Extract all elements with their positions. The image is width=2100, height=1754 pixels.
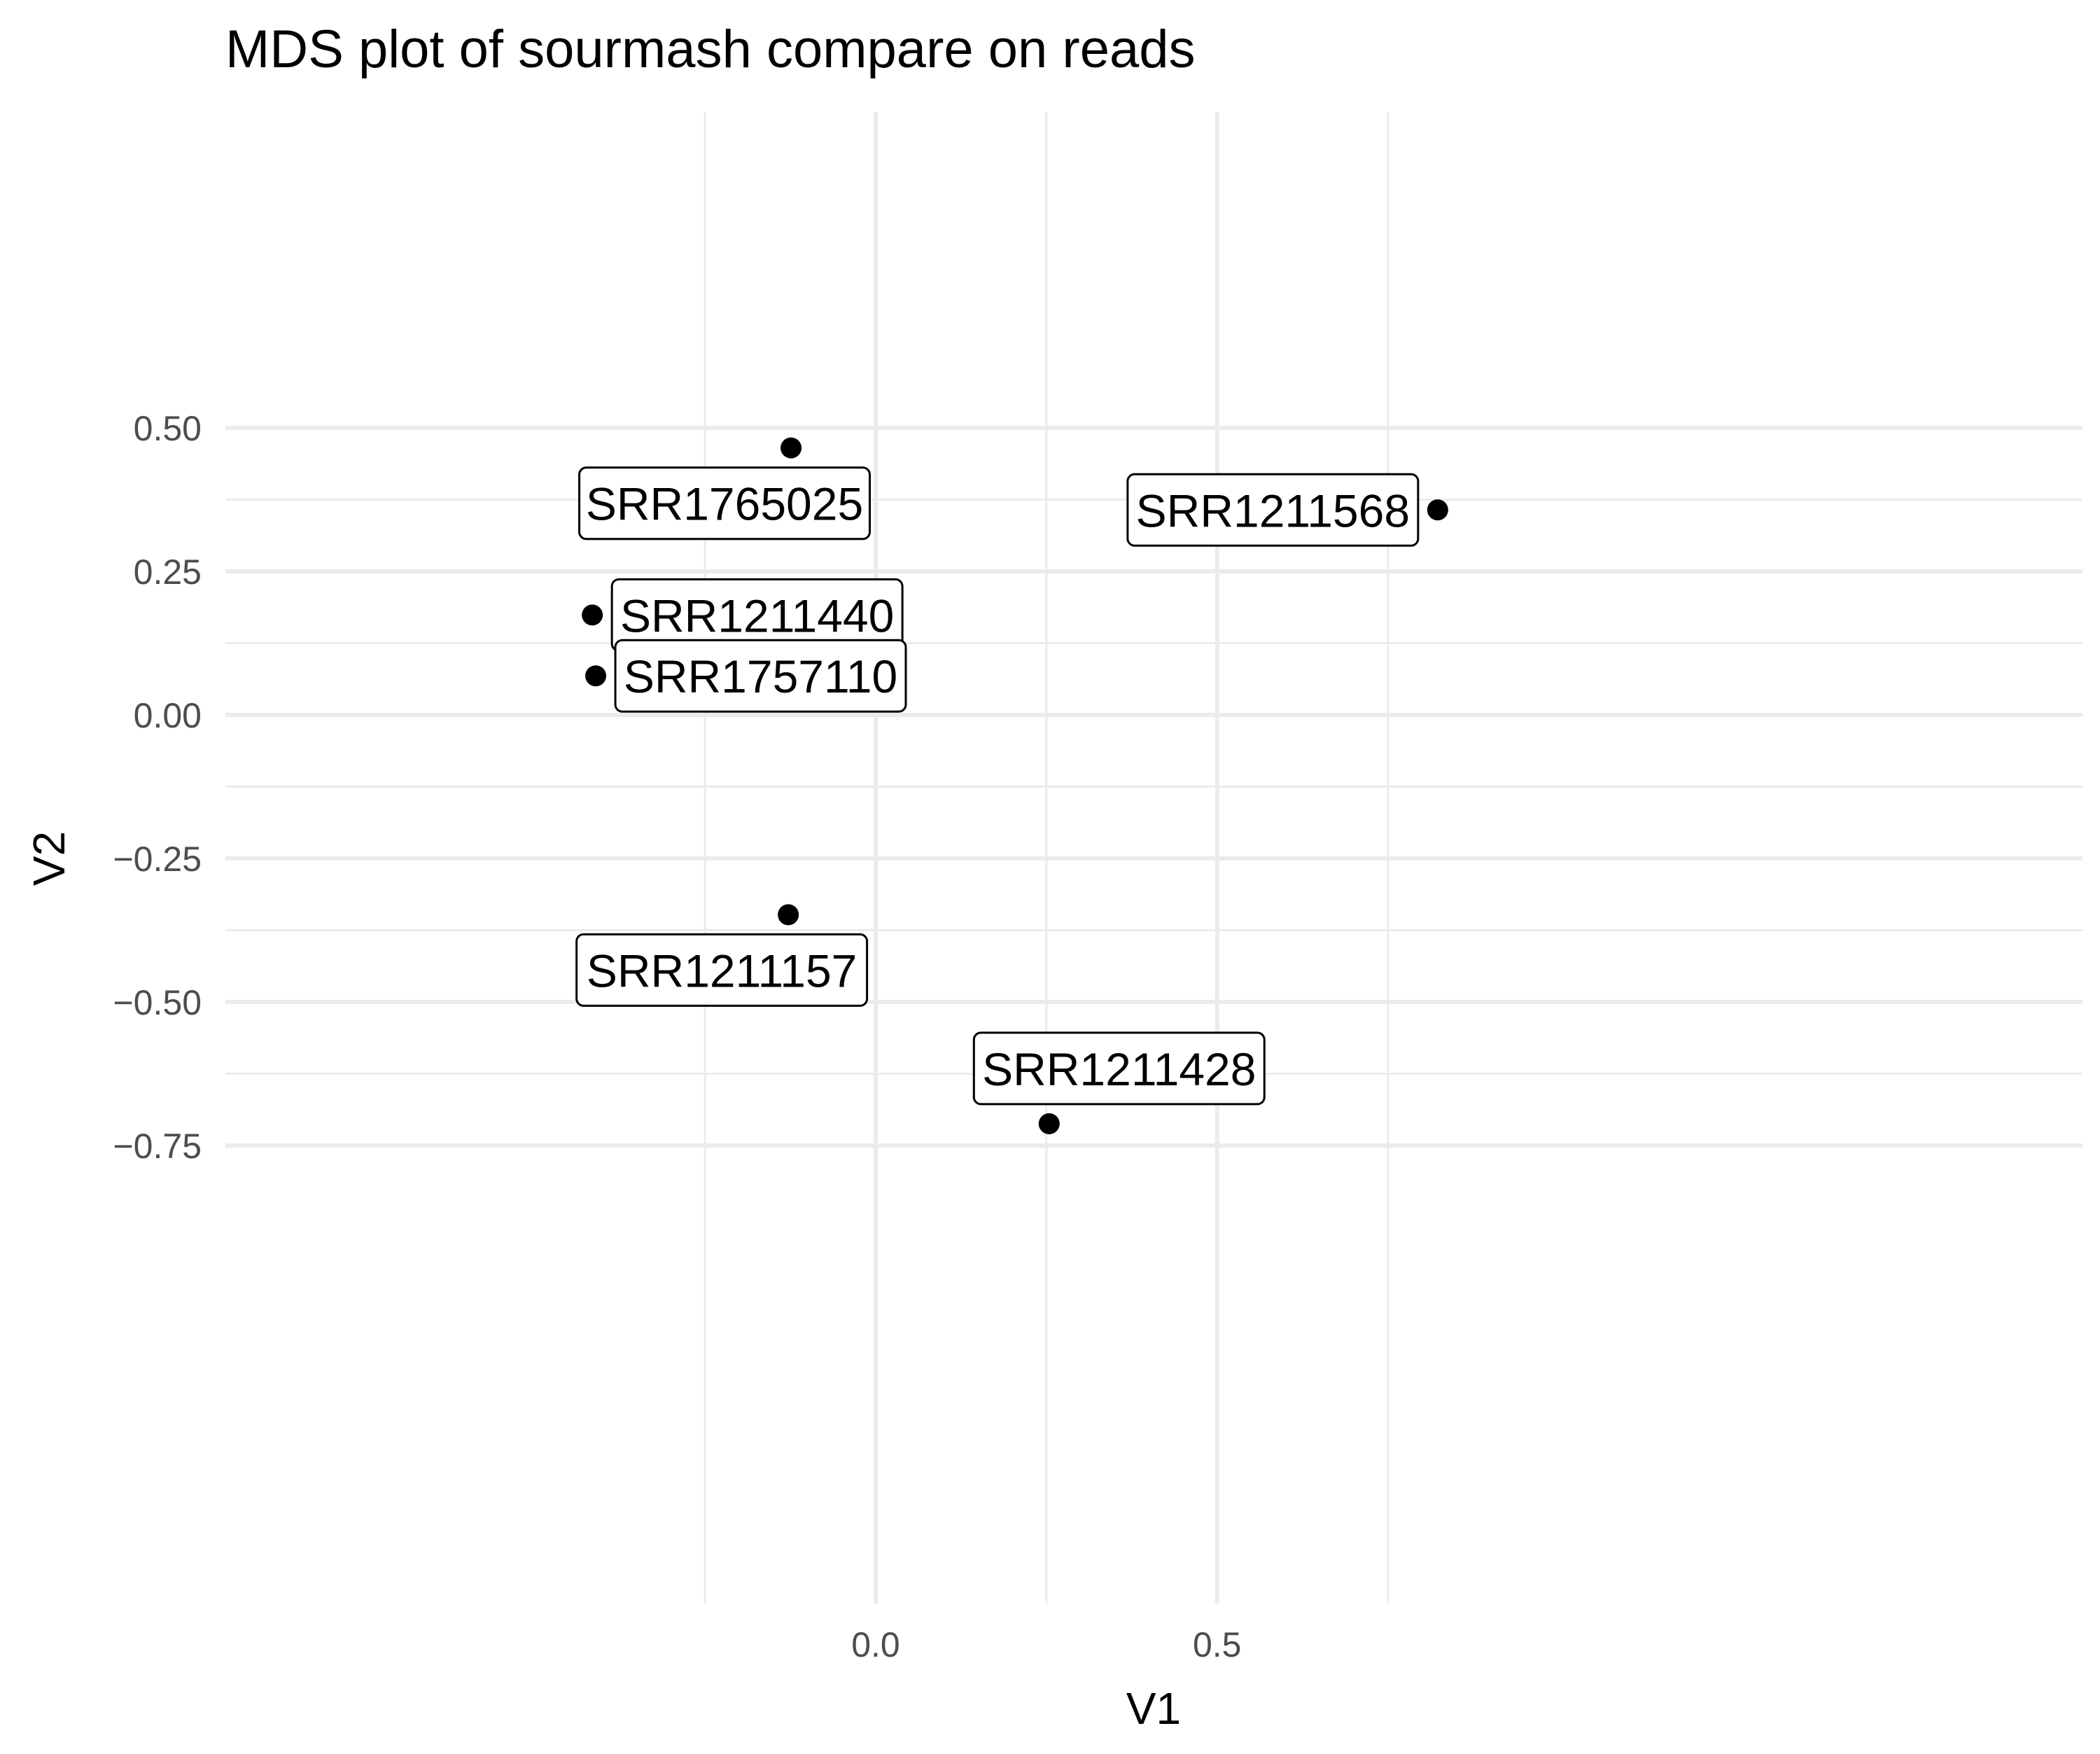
point-label: SRR1765025 <box>586 478 863 530</box>
point-label: SRR1211568 <box>1136 485 1410 536</box>
y-axis-ticks: 0.50 0.25 0.00 −0.25 −0.50 −0.75 <box>113 409 202 1166</box>
data-point-group: SRR1765025 <box>578 437 872 541</box>
x-tick-label: 0.0 <box>851 1625 900 1664</box>
data-points: SRR1765025 SRR1211568 SRR1211440 SRR1757110… <box>575 437 1448 1134</box>
x-axis-ticks: 0.0 0.5 <box>851 1625 1241 1664</box>
y-tick-label: −0.75 <box>113 1127 202 1166</box>
point-label: SRR1757110 <box>624 650 897 702</box>
point-label-box <box>972 1031 1266 1106</box>
data-point <box>585 665 607 687</box>
data-point-group: SRR1211440 <box>582 578 904 652</box>
point-label-box <box>614 639 907 713</box>
data-point-group: SRR1757110 <box>585 639 907 713</box>
data-point <box>582 604 603 626</box>
grid-layer <box>225 112 2082 1603</box>
chart-title: MDS plot of sourmash compare on reads <box>225 20 1196 79</box>
data-point <box>780 437 802 459</box>
point-label-box <box>1126 473 1420 547</box>
x-axis-label: V1 <box>1126 1683 1181 1734</box>
y-tick-label: 0.00 <box>134 696 202 735</box>
x-tick-label: 0.5 <box>1193 1625 1242 1664</box>
data-point <box>778 904 799 926</box>
y-tick-label: 0.25 <box>134 552 202 592</box>
data-point-group: SRR1211568 <box>1126 473 1448 547</box>
y-axis-label: V2 <box>24 831 74 886</box>
data-point-group: SRR1211428 <box>972 1031 1266 1134</box>
point-label: SRR1211157 <box>587 945 858 996</box>
data-point <box>1038 1113 1060 1134</box>
y-tick-label: 0.50 <box>134 409 202 448</box>
point-label: SRR1211440 <box>620 590 894 641</box>
point-label-box <box>578 466 872 541</box>
data-point <box>1427 499 1448 521</box>
point-label-box <box>575 933 869 1007</box>
y-tick-label: −0.50 <box>113 983 202 1022</box>
data-point-group: SRR1211157 <box>575 904 869 1007</box>
point-label: SRR1211428 <box>982 1043 1256 1095</box>
y-tick-label: −0.25 <box>113 840 202 879</box>
